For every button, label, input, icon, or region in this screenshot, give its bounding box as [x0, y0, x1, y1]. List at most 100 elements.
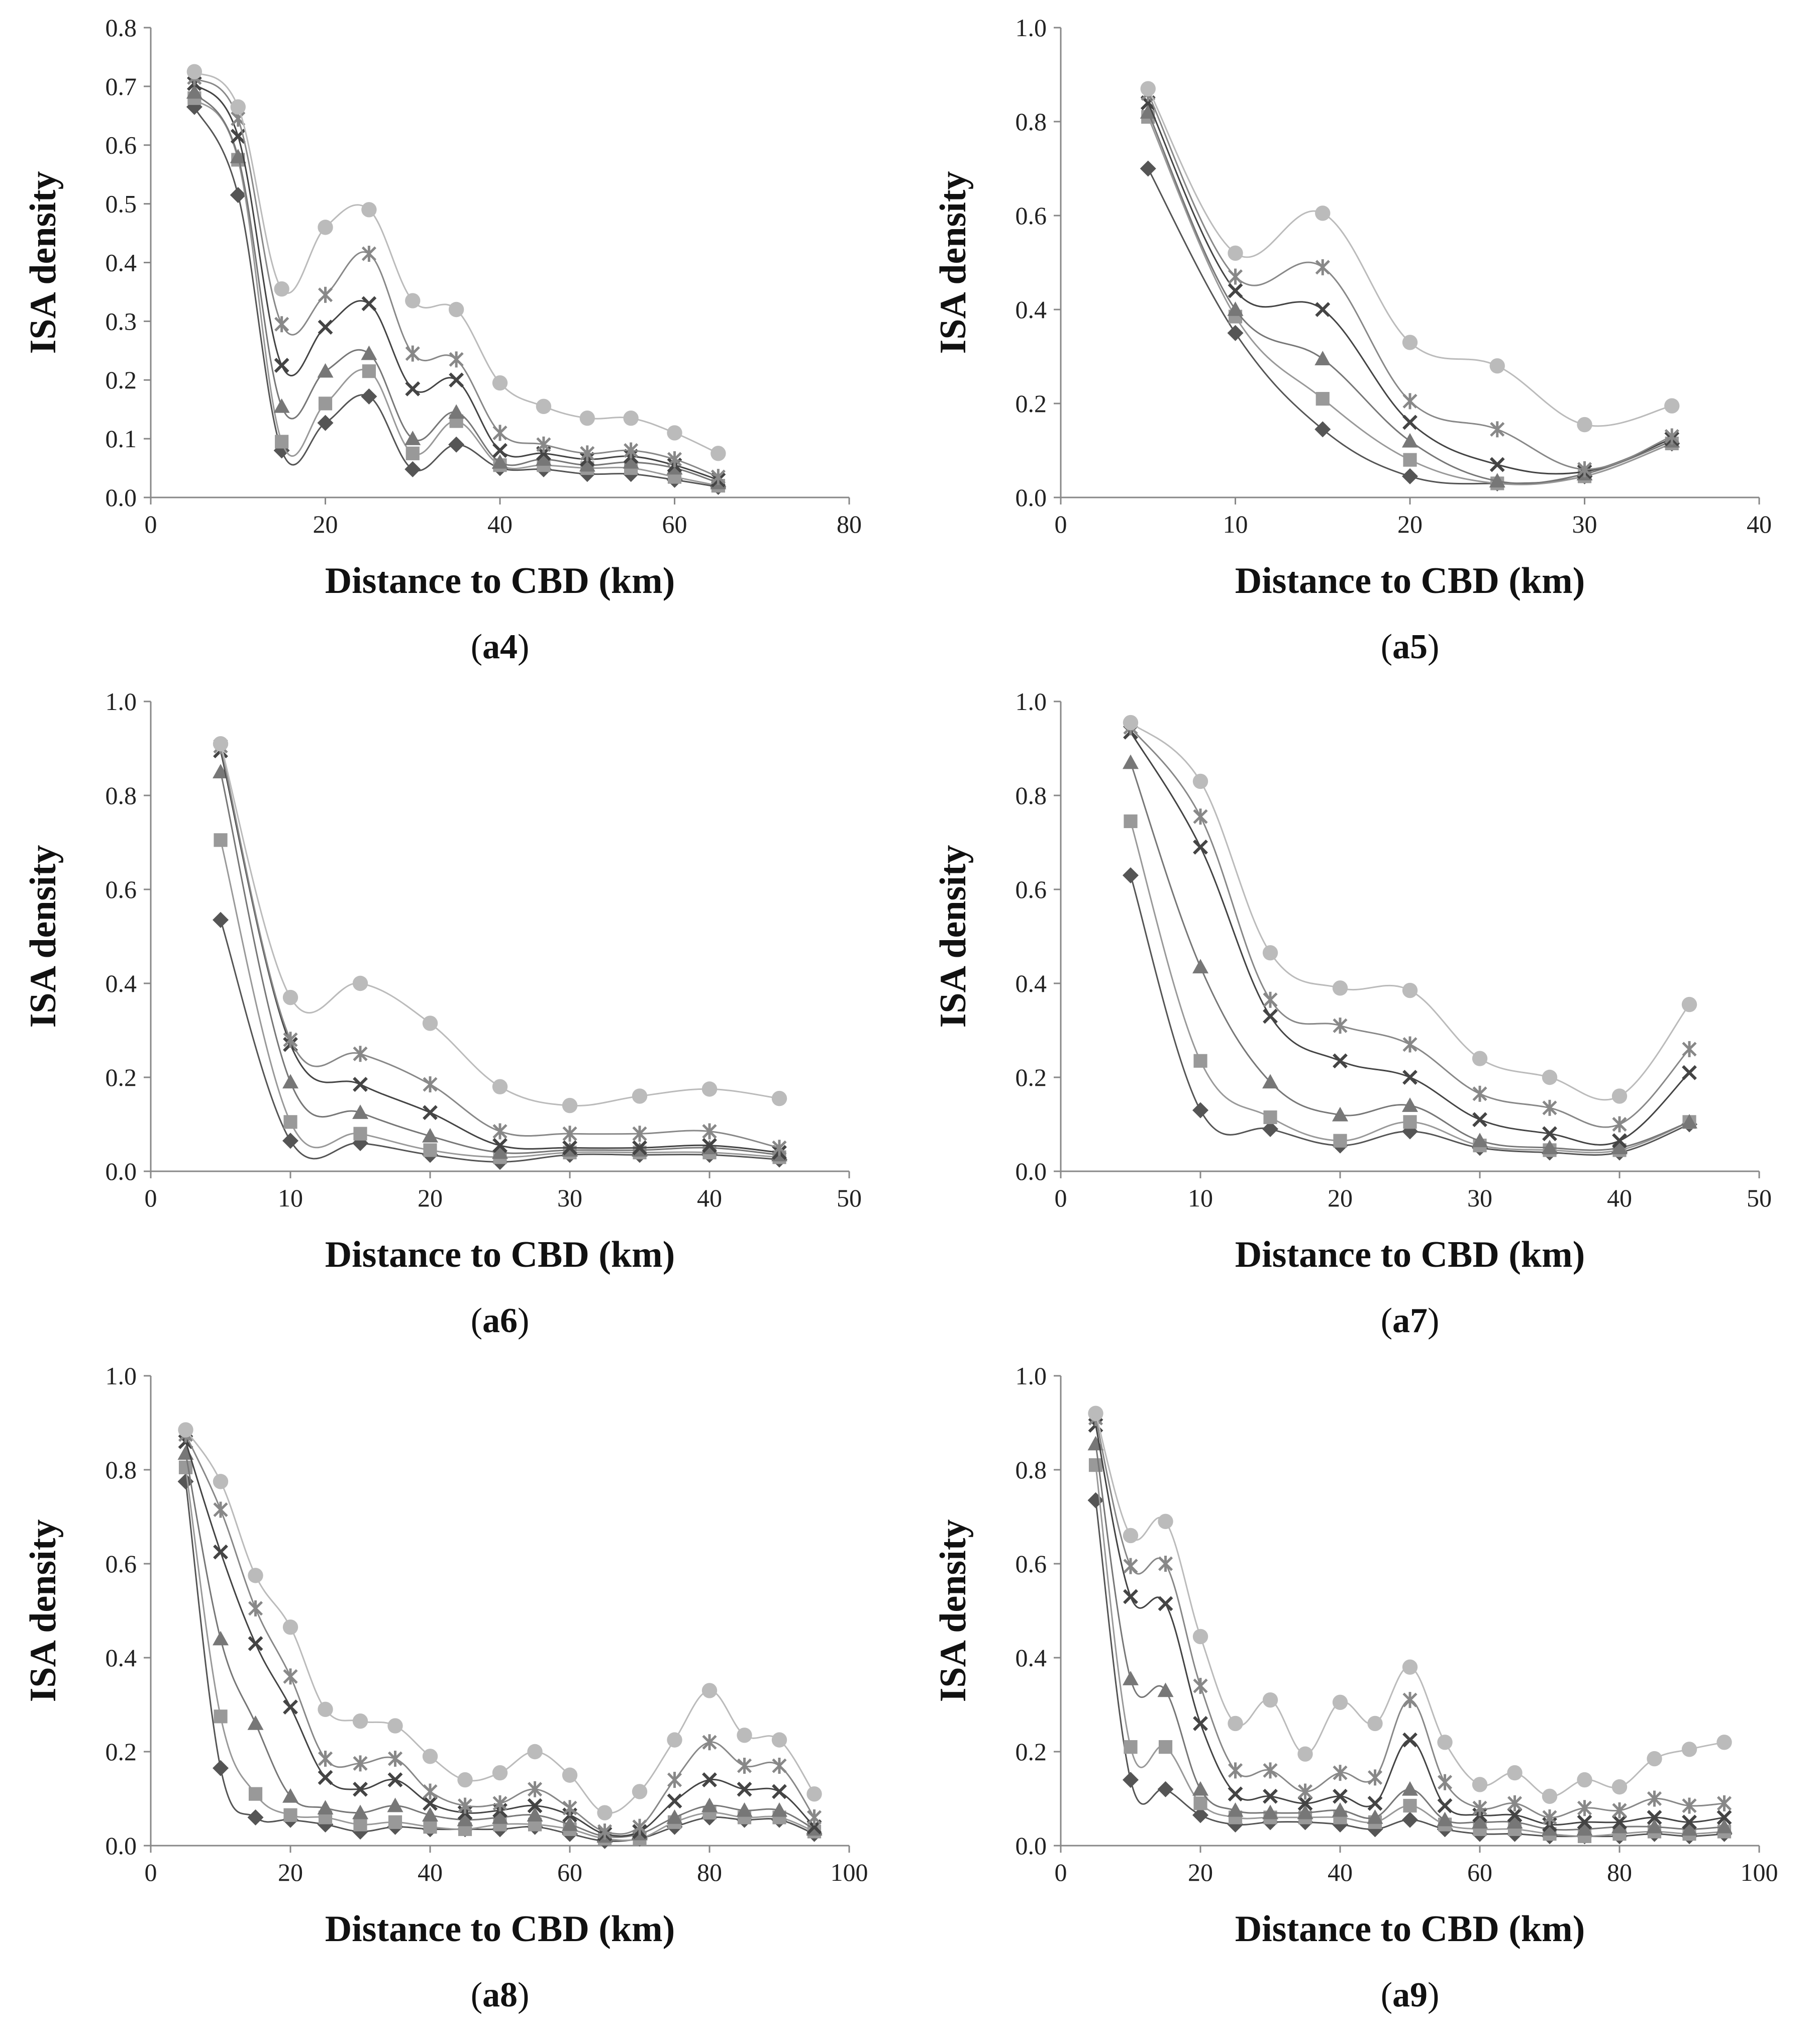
y-tick-label: 0.8 — [106, 781, 137, 810]
y-axis-title: ISA density — [933, 845, 974, 1028]
data-point-x — [1612, 1133, 1627, 1149]
data-point-x — [1577, 1814, 1592, 1830]
data-point-asterisk — [667, 1771, 682, 1788]
series-circle — [186, 64, 726, 461]
data-point-x — [283, 1699, 298, 1714]
data-point-x — [702, 1772, 717, 1787]
data-point-triangle — [1262, 1804, 1279, 1819]
data-point-x — [1228, 283, 1243, 298]
data-point-x — [1437, 1798, 1453, 1813]
data-point-triangle — [1262, 1074, 1279, 1089]
y-tick-label: 1.0 — [1016, 1362, 1047, 1390]
data-point-triangle — [317, 363, 334, 378]
data-point-asterisk — [711, 469, 726, 485]
data-point-asterisk — [1647, 1790, 1662, 1807]
data-point-asterisk — [597, 1823, 613, 1840]
x-tick-label: 10 — [278, 1184, 303, 1212]
data-point-diamond — [213, 1760, 229, 1776]
data-point-diamond — [361, 388, 377, 405]
data-point-x — [423, 1105, 438, 1121]
x-tick-label: 40 — [1747, 510, 1772, 538]
data-point-triangle — [1471, 1133, 1488, 1148]
data-point-x — [318, 320, 333, 335]
data-point-triangle — [771, 1802, 787, 1817]
data-point-diamond — [247, 1809, 264, 1826]
x-tick-label: 40 — [1607, 1184, 1632, 1212]
series-asterisk — [213, 738, 787, 1156]
data-point-asterisk — [667, 451, 682, 468]
data-point-x — [1263, 1788, 1278, 1804]
data-point-asterisk — [318, 1750, 333, 1767]
y-axis-title: ISA density — [23, 171, 64, 354]
data-point-x — [1228, 1786, 1243, 1801]
data-point-circle — [1577, 1772, 1592, 1787]
chart-panel-a4: 0.0 0.1 0.2 0.3 0.4 0.5 0.6 0.7 0.8 0 20 40 60 80 Dist… — [0, 0, 910, 674]
data-point-triangle — [1332, 1802, 1348, 1817]
data-point-triangle — [1192, 1781, 1209, 1796]
data-point-x — [1542, 1126, 1557, 1142]
data-point-asterisk — [806, 1809, 822, 1826]
data-point-circle — [1297, 1746, 1313, 1762]
series-line-triangle — [1147, 112, 1672, 484]
data-point-asterisk — [1542, 1100, 1557, 1117]
data-point-asterisk — [1228, 268, 1243, 285]
data-point-circle — [527, 1744, 543, 1759]
x-tick-label: 10 — [1188, 1184, 1213, 1212]
data-point-asterisk — [562, 1126, 577, 1142]
data-point-x — [1612, 1814, 1627, 1830]
data-point-triangle — [457, 1811, 473, 1827]
data-point-triangle — [491, 1144, 508, 1159]
data-point-triangle — [448, 404, 465, 419]
data-point-triangle — [666, 1809, 683, 1824]
data-point-square — [1193, 1054, 1207, 1068]
data-point-x — [1263, 1008, 1278, 1024]
data-point-x — [1647, 1809, 1662, 1825]
y-tick-label: 0.2 — [1016, 1063, 1047, 1091]
x-axis-title: Distance to CBD (km) — [1235, 560, 1585, 601]
series-triangle — [177, 1445, 823, 1843]
x-axis-title: Distance to CBD (km) — [325, 1234, 675, 1275]
x-tick-label: 0 — [1055, 1858, 1067, 1886]
y-axis-title: ISA density — [23, 1519, 64, 1702]
x-tick-label: 40 — [418, 1858, 443, 1886]
data-point-circle — [422, 1016, 438, 1032]
data-point-diamond — [1087, 1492, 1104, 1508]
data-point-triangle — [1315, 351, 1331, 365]
data-point-x — [1472, 1112, 1487, 1128]
data-point-x — [667, 1793, 682, 1808]
panel-label: (a7) — [1381, 1301, 1440, 1340]
data-point-circle — [1228, 1715, 1243, 1731]
data-point-asterisk — [213, 1501, 228, 1518]
data-point-circle — [274, 281, 289, 297]
data-point-diamond — [1315, 421, 1331, 438]
data-point-circle — [1402, 335, 1418, 350]
y-tick-label: 0.8 — [1016, 1456, 1047, 1484]
series-line-square — [220, 840, 780, 1158]
data-point-circle — [711, 446, 726, 461]
y-tick-label: 0.0 — [1016, 1832, 1047, 1860]
data-point-diamond — [1192, 1806, 1209, 1823]
data-point-diamond — [282, 1133, 299, 1149]
data-point-circle — [492, 1765, 508, 1780]
panel-label: (a8) — [471, 1976, 530, 2014]
data-point-x — [527, 1798, 543, 1813]
y-tick-label: 0.8 — [1016, 108, 1047, 136]
data-point-square — [1088, 1458, 1103, 1472]
y-axis-title: ISA density — [933, 1519, 974, 1702]
data-point-asterisk — [624, 442, 639, 459]
series-line-x — [1130, 732, 1690, 1146]
series-square — [214, 833, 786, 1164]
data-point-diamond — [1262, 1121, 1279, 1138]
series-line-asterisk — [1147, 93, 1672, 470]
data-point-circle — [632, 1088, 648, 1104]
x-tick-label: 0 — [145, 510, 157, 538]
data-point-x — [737, 1781, 752, 1797]
x-tick-label: 100 — [831, 1858, 868, 1886]
data-point-diamond — [1401, 1811, 1418, 1828]
data-point-triangle — [273, 398, 290, 413]
data-point-circle — [1123, 1528, 1139, 1543]
data-point-square — [275, 435, 289, 449]
data-point-asterisk — [536, 436, 551, 453]
data-point-square — [283, 1808, 297, 1822]
